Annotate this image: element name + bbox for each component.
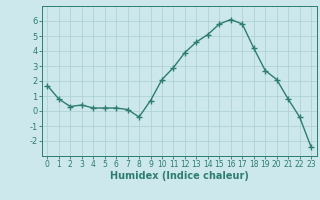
X-axis label: Humidex (Indice chaleur): Humidex (Indice chaleur) xyxy=(110,171,249,181)
